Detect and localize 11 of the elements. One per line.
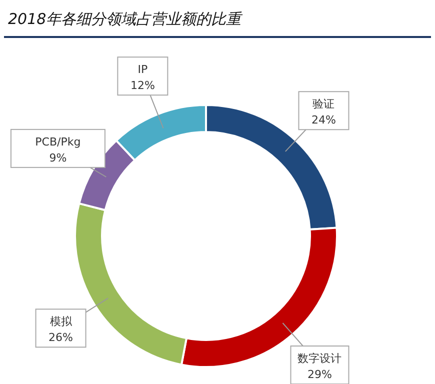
slice-label: PCB/Pkg (35, 135, 81, 148)
chart-title: 2018年各细分领域占营业额的比重 (8, 10, 244, 28)
data-label: 9% (49, 151, 67, 164)
data-label: 24% (312, 114, 336, 127)
slice-label: 数字设计 (298, 352, 342, 366)
slice-label: 验证 (312, 98, 335, 111)
data-label: 29% (308, 368, 332, 382)
data-label: 26% (48, 331, 73, 344)
data-label: 12% (130, 79, 155, 92)
slice-label: 模拟 (50, 315, 73, 328)
slice-label: IP (138, 63, 148, 76)
